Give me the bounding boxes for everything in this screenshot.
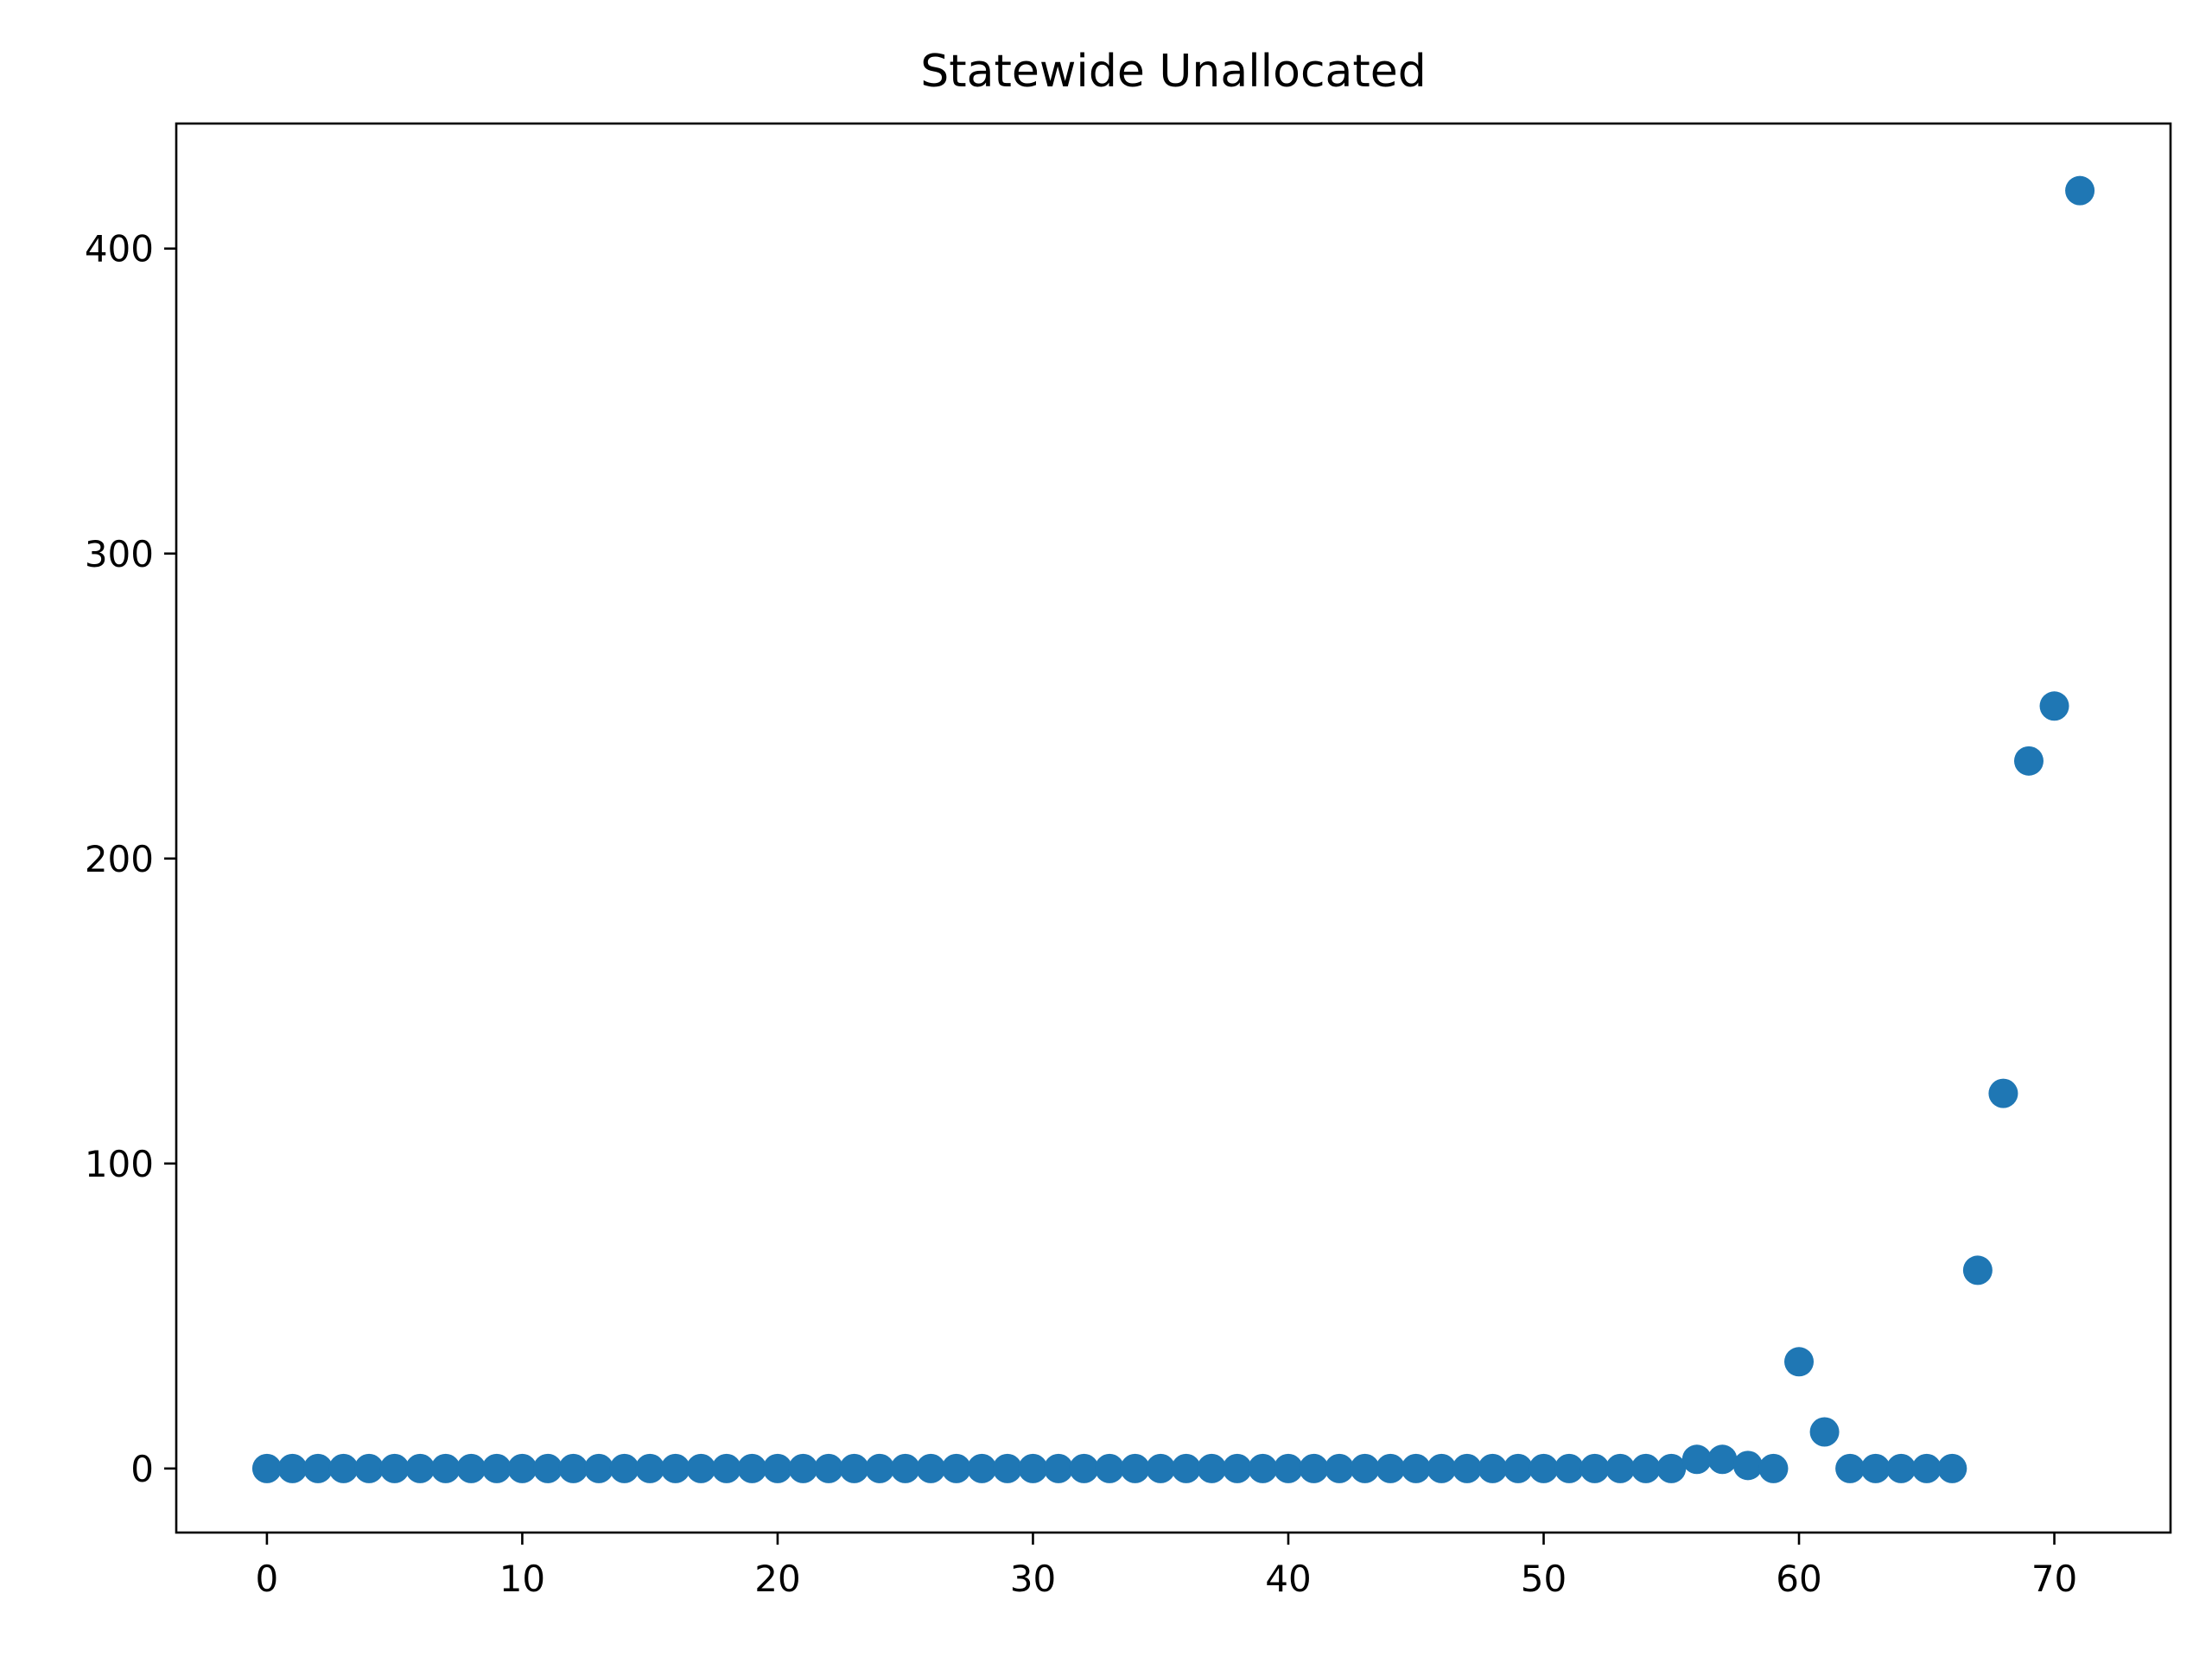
data-point bbox=[711, 1453, 741, 1483]
y-tick-label: 200 bbox=[85, 838, 154, 880]
data-point bbox=[967, 1453, 997, 1483]
y-axis: 0 100 200 300 400 bbox=[85, 228, 176, 1490]
data-point bbox=[1350, 1453, 1380, 1483]
y-tick-label: 0 bbox=[130, 1448, 154, 1490]
data-point bbox=[584, 1453, 614, 1483]
data-point bbox=[788, 1453, 818, 1483]
data-point bbox=[1554, 1453, 1585, 1483]
data-point bbox=[686, 1453, 716, 1483]
data-point bbox=[481, 1453, 512, 1483]
data-point bbox=[1197, 1453, 1227, 1483]
x-tick-label: 60 bbox=[1776, 1558, 1821, 1600]
data-point bbox=[992, 1453, 1022, 1483]
data-point bbox=[1401, 1453, 1431, 1483]
data-point bbox=[814, 1453, 844, 1483]
data-point bbox=[2039, 691, 2069, 721]
data-point bbox=[1707, 1444, 1738, 1475]
data-point bbox=[303, 1453, 334, 1483]
data-point bbox=[1095, 1453, 1125, 1483]
data-point bbox=[1656, 1453, 1687, 1483]
data-point bbox=[1911, 1453, 1942, 1483]
plot-area-frame bbox=[175, 122, 2172, 1534]
data-point bbox=[941, 1453, 971, 1483]
data-point bbox=[1681, 1444, 1712, 1475]
data-point bbox=[2065, 175, 2095, 206]
data-point bbox=[635, 1453, 665, 1483]
data-point bbox=[1886, 1453, 1916, 1483]
data-point bbox=[1835, 1453, 1866, 1483]
x-tick-label: 30 bbox=[1010, 1558, 1056, 1600]
data-point bbox=[762, 1453, 792, 1483]
data-point bbox=[1171, 1453, 1201, 1483]
data-point bbox=[839, 1453, 869, 1483]
x-tick-label: 40 bbox=[1265, 1558, 1311, 1600]
data-point bbox=[1529, 1453, 1559, 1483]
data-point bbox=[532, 1453, 563, 1483]
x-tick-label: 20 bbox=[754, 1558, 800, 1600]
data-point bbox=[1732, 1450, 1763, 1481]
data-point bbox=[379, 1453, 410, 1483]
data-point bbox=[507, 1453, 537, 1483]
data-point bbox=[890, 1453, 920, 1483]
data-point bbox=[1146, 1453, 1176, 1483]
data-point bbox=[916, 1453, 946, 1483]
data-point bbox=[1962, 1255, 1993, 1285]
data-point bbox=[609, 1453, 639, 1483]
data-point bbox=[251, 1453, 282, 1483]
data-point bbox=[1988, 1078, 2018, 1108]
data-point bbox=[1478, 1453, 1508, 1483]
data-point bbox=[405, 1453, 435, 1483]
data-point bbox=[1069, 1453, 1099, 1483]
y-tick-label: 100 bbox=[85, 1143, 154, 1185]
x-tick-label: 10 bbox=[499, 1558, 545, 1600]
data-point bbox=[1605, 1453, 1636, 1483]
data-point bbox=[1120, 1453, 1150, 1483]
data-point bbox=[1809, 1417, 1840, 1447]
data-point bbox=[1222, 1453, 1252, 1483]
data-point bbox=[430, 1453, 461, 1483]
y-tick-label: 300 bbox=[85, 533, 154, 575]
data-point bbox=[1427, 1453, 1457, 1483]
data-point bbox=[277, 1453, 308, 1483]
x-tick-label: 70 bbox=[2031, 1558, 2077, 1600]
scatter-points bbox=[251, 175, 2095, 1483]
x-tick-label: 0 bbox=[256, 1558, 279, 1600]
x-axis: 0 10 20 30 40 50 60 70 bbox=[256, 1533, 2077, 1600]
data-point bbox=[1758, 1453, 1789, 1483]
data-point bbox=[1580, 1453, 1610, 1483]
data-point bbox=[1784, 1347, 1815, 1377]
data-point bbox=[328, 1453, 359, 1483]
data-point bbox=[660, 1453, 690, 1483]
data-point bbox=[1860, 1453, 1891, 1483]
data-point bbox=[1503, 1453, 1533, 1483]
data-point bbox=[1299, 1453, 1329, 1483]
data-point bbox=[2013, 746, 2044, 776]
data-point bbox=[1325, 1453, 1355, 1483]
data-point bbox=[865, 1453, 895, 1483]
data-point bbox=[354, 1453, 385, 1483]
data-point bbox=[558, 1453, 588, 1483]
chart-title: Statewide Unallocated bbox=[920, 46, 1427, 98]
data-point bbox=[1248, 1453, 1278, 1483]
data-point bbox=[1018, 1453, 1048, 1483]
x-tick-label: 50 bbox=[1521, 1558, 1567, 1600]
data-point bbox=[737, 1453, 767, 1483]
data-point bbox=[1452, 1453, 1482, 1483]
data-point bbox=[456, 1453, 486, 1483]
data-point bbox=[1044, 1453, 1074, 1483]
data-point bbox=[1273, 1453, 1303, 1483]
data-point bbox=[1937, 1453, 1967, 1483]
data-point bbox=[1376, 1453, 1406, 1483]
data-point bbox=[1630, 1453, 1661, 1483]
y-tick-label: 400 bbox=[85, 228, 154, 270]
